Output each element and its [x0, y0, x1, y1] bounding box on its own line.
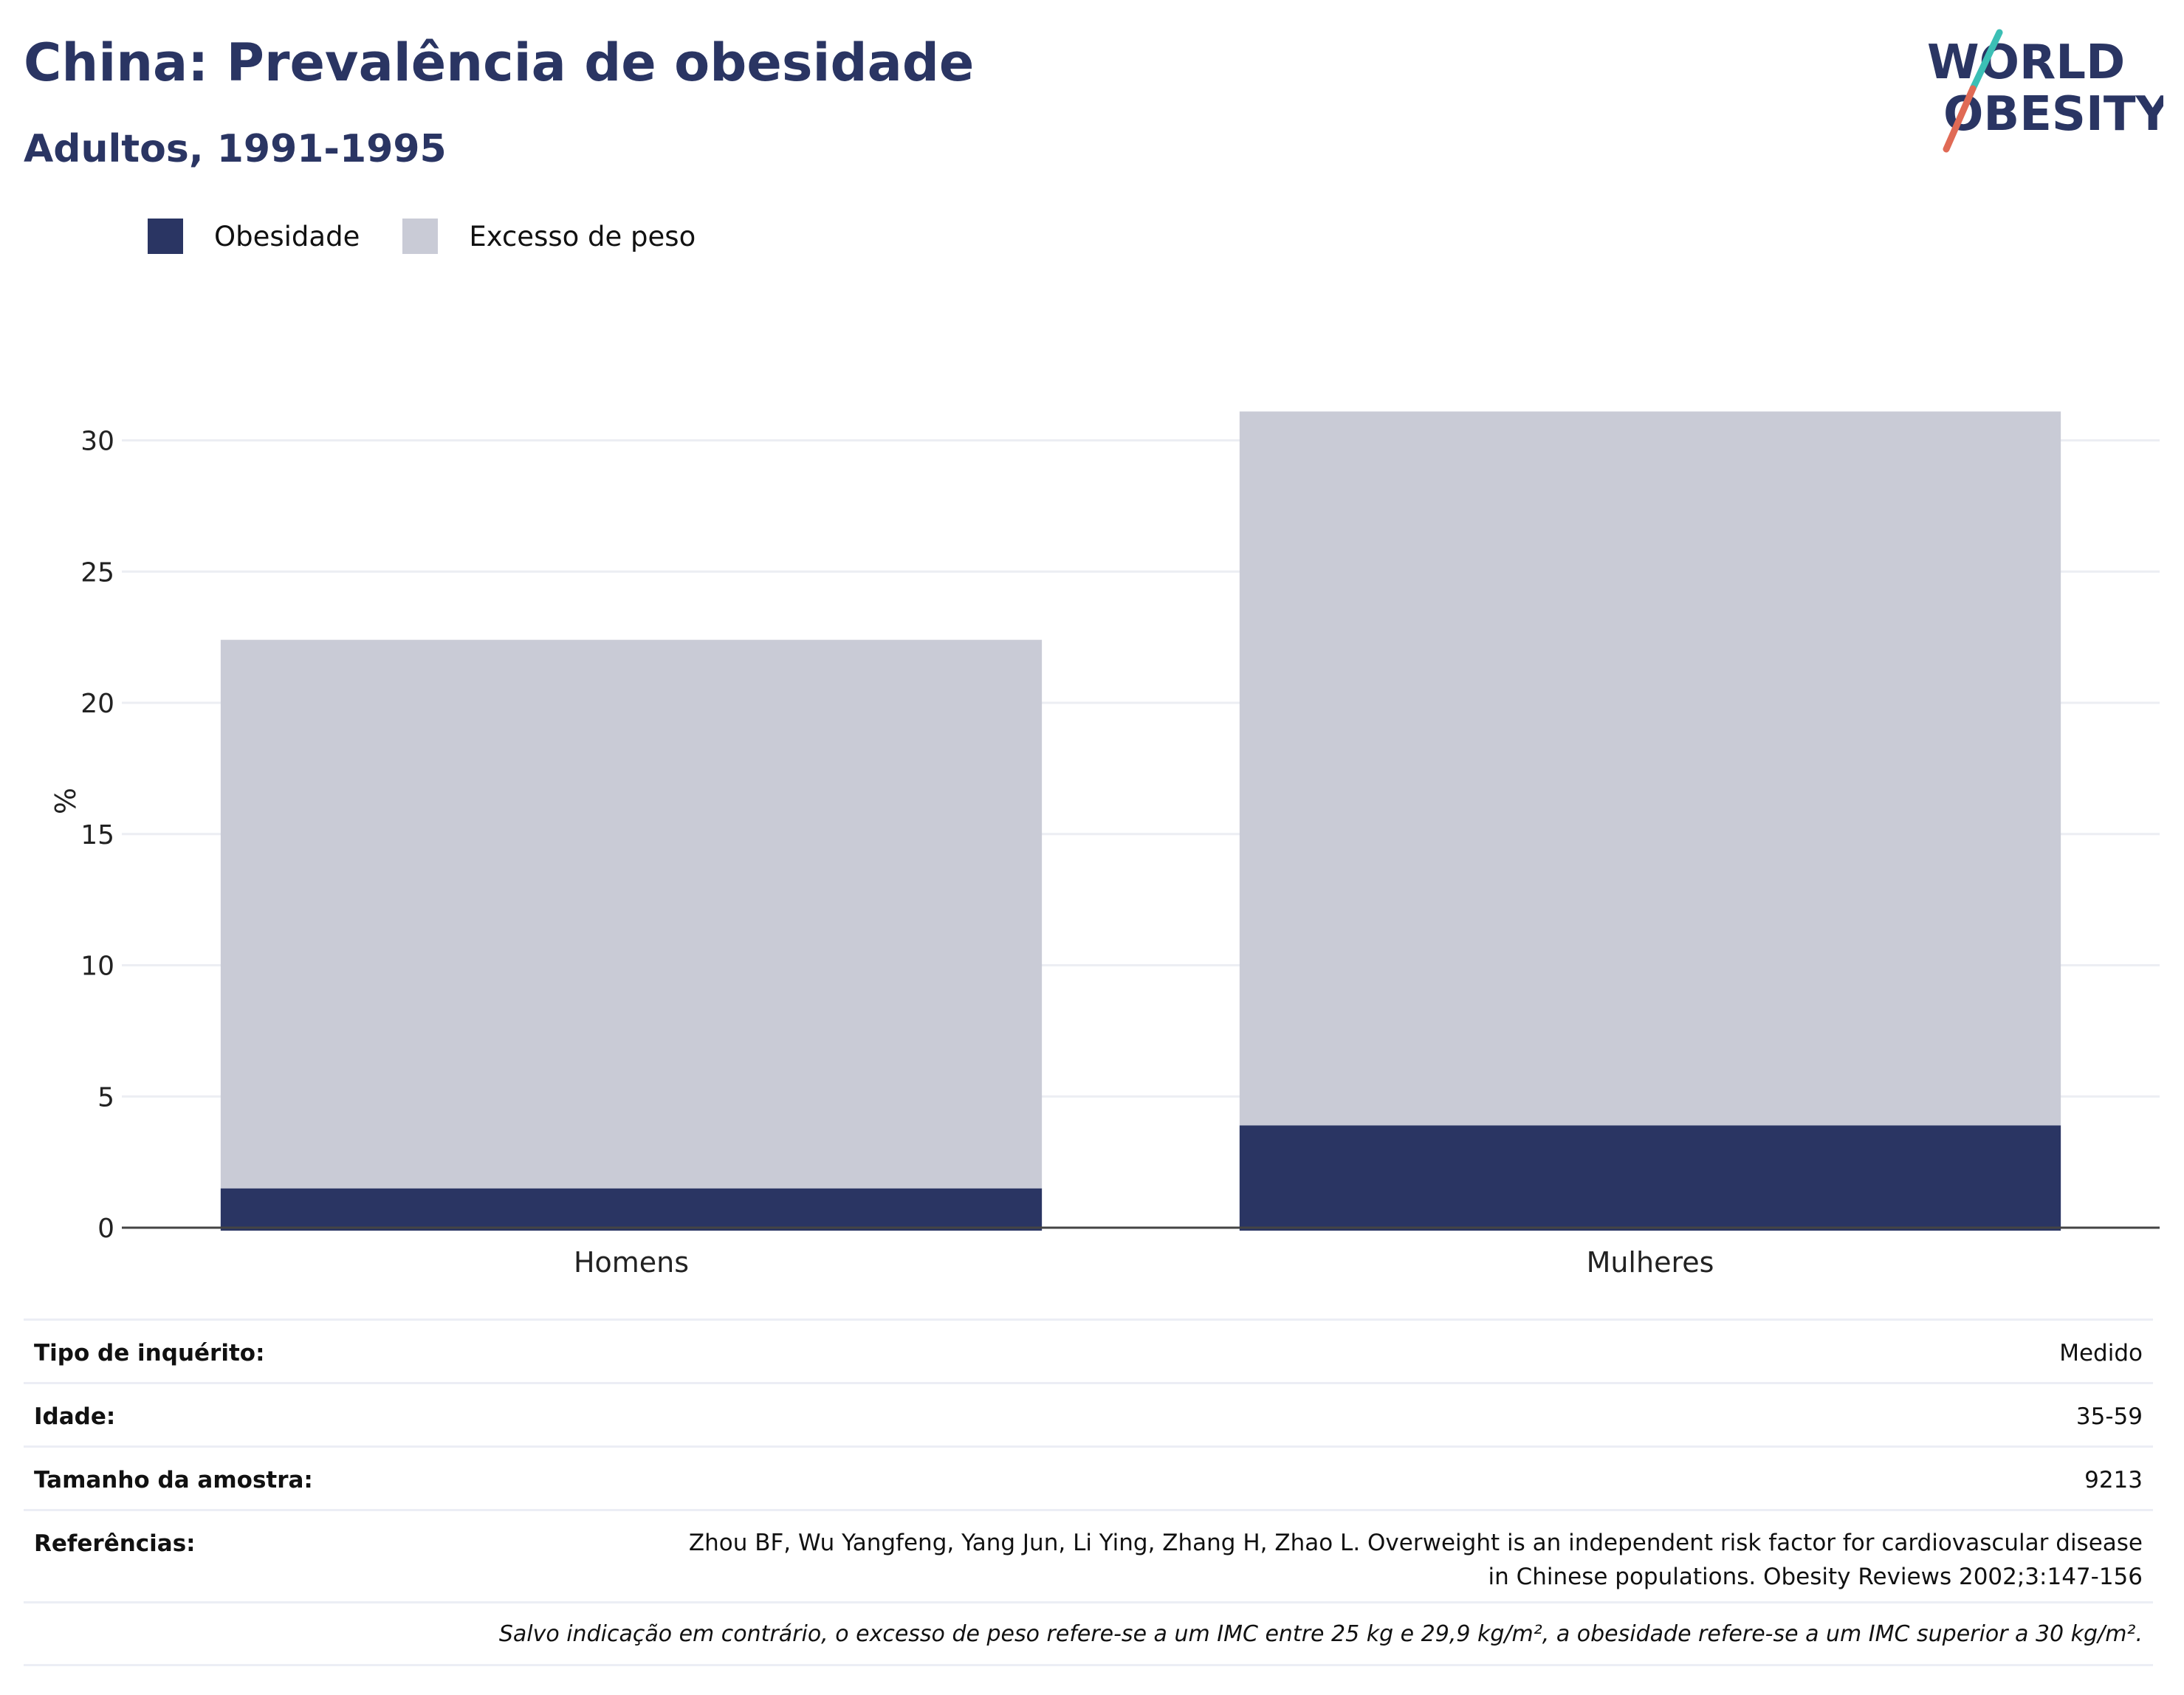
logo-slash-teal — [1969, 29, 2003, 92]
chart-subtitle: Adultos, 1991-1995 — [24, 127, 447, 171]
world-obesity-logo: WORLD OBESITY — [1927, 29, 2163, 153]
bar-homens-0 — [220, 1188, 1043, 1231]
x-tick-label-homens: Homens — [574, 1246, 689, 1279]
bar-chart: 0 5 10 15 20 25 30% Homens Mulheres — [48, 411, 2160, 1279]
y-tick-label-10: 10 — [80, 952, 114, 982]
info-row-references: Referências: Zhou BF, Wu Yangfeng, Yang … — [24, 1509, 2153, 1601]
legend-item-obesity[interactable]: Obesidade — [148, 219, 360, 254]
survey-type-label: Tipo de inquérito: — [34, 1340, 265, 1366]
bars — [220, 411, 2061, 1231]
y-tick-label-15: 15 — [80, 820, 114, 850]
info-table: Tipo de inquérito: Medido Idade: 35-59 T… — [24, 1318, 2153, 1666]
info-row-survey-type: Tipo de inquérito: Medido — [24, 1318, 2153, 1382]
axes: 0 5 10 15 20 25 30% Homens Mulheres — [48, 427, 2160, 1279]
chart-legend: Obesidade Excesso de peso — [148, 219, 738, 254]
definition-note: Salvo indicação em contrário, o excesso … — [24, 1601, 2153, 1666]
legend-item-overweight[interactable]: Excesso de peso — [402, 219, 696, 254]
y-tick-label-5: 5 — [97, 1082, 114, 1113]
y-tick-label-0: 0 — [97, 1214, 114, 1244]
logo-slash-coral — [1943, 85, 1977, 153]
bar-mulheres-1 — [1239, 411, 2061, 1126]
y-tick-label-30: 30 — [80, 427, 114, 457]
logo-line-1: WORLD — [1927, 35, 2125, 90]
references-label: Referências: — [34, 1530, 196, 1557]
sample-size-label: Tamanho da amostra: — [34, 1467, 313, 1493]
sample-size-value: 9213 — [2084, 1467, 2143, 1493]
bar-mulheres-0 — [1239, 1125, 2061, 1231]
legend-label-obesity: Obesidade — [214, 220, 360, 252]
age-value: 35-59 — [2075, 1403, 2143, 1430]
age-label: Idade: — [34, 1403, 116, 1430]
y-tick-label-20: 20 — [80, 689, 114, 719]
legend-swatch-obesity — [148, 219, 183, 254]
bar-homens-1 — [220, 639, 1043, 1189]
logo-line-2: OBESITY — [1943, 87, 2163, 142]
survey-type-value: Medido — [2059, 1340, 2143, 1366]
legend-swatch-overweight — [402, 219, 439, 254]
info-row-sample-size: Tamanho da amostra: 9213 — [24, 1445, 2153, 1509]
x-tick-label-mulheres: Mulheres — [1587, 1246, 1714, 1279]
chart-title: China: Prevalência de obesidade — [24, 32, 975, 93]
references-value: Zhou BF, Wu Yangfeng, Yang Jun, Li Ying,… — [688, 1530, 2143, 1590]
y-axis-label: % — [48, 788, 80, 814]
info-row-age: Idade: 35-59 — [24, 1382, 2153, 1445]
y-tick-label-25: 25 — [80, 557, 114, 588]
legend-label-overweight: Excesso de peso — [469, 220, 696, 252]
